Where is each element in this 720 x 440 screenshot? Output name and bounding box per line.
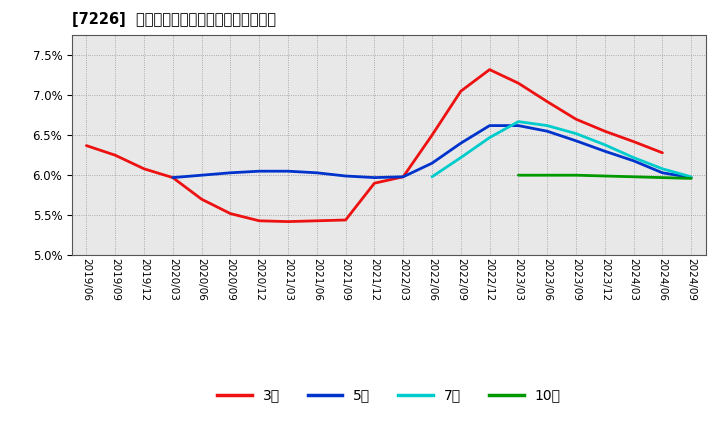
- Legend: 3年, 5年, 7年, 10年: 3年, 5年, 7年, 10年: [211, 383, 567, 408]
- 7年: [687, 174, 696, 180]
- 10年: [600, 173, 609, 179]
- 3年: [341, 217, 350, 223]
- 5年: [658, 170, 667, 176]
- Line: 7年: 7年: [432, 121, 691, 177]
- 10年: [658, 175, 667, 180]
- 5年: [341, 173, 350, 179]
- 5年: [428, 161, 436, 166]
- 5年: [370, 175, 379, 180]
- 7年: [456, 155, 465, 160]
- 3年: [284, 219, 292, 224]
- 5年: [255, 169, 264, 174]
- Line: 3年: 3年: [86, 70, 662, 222]
- 3年: [572, 117, 580, 122]
- 5年: [226, 170, 235, 176]
- 7年: [600, 142, 609, 147]
- 10年: [543, 172, 552, 178]
- 10年: [572, 172, 580, 178]
- 7年: [572, 131, 580, 136]
- 3年: [82, 143, 91, 148]
- Line: 5年: 5年: [173, 125, 691, 178]
- 5年: [312, 170, 321, 176]
- 3年: [312, 218, 321, 224]
- 3年: [600, 128, 609, 134]
- 7年: [543, 123, 552, 128]
- 7年: [629, 155, 638, 160]
- 7年: [428, 174, 436, 180]
- 3年: [514, 81, 523, 86]
- 3年: [111, 153, 120, 158]
- 3年: [226, 211, 235, 216]
- 3年: [140, 166, 148, 172]
- 5年: [485, 123, 494, 128]
- 5年: [284, 169, 292, 174]
- 3年: [485, 67, 494, 72]
- 5年: [168, 175, 177, 180]
- 5年: [543, 128, 552, 134]
- 5年: [572, 138, 580, 143]
- 3年: [399, 174, 408, 180]
- 3年: [658, 150, 667, 155]
- 3年: [456, 88, 465, 94]
- 10年: [514, 172, 523, 178]
- 3年: [197, 197, 206, 202]
- 10年: [687, 176, 696, 181]
- 5年: [456, 140, 465, 146]
- 5年: [399, 174, 408, 180]
- 10年: [629, 174, 638, 180]
- 5年: [629, 158, 638, 163]
- 3年: [168, 175, 177, 180]
- Line: 10年: 10年: [518, 175, 691, 178]
- 5年: [600, 149, 609, 154]
- 5年: [197, 172, 206, 178]
- 7年: [485, 135, 494, 140]
- 3年: [370, 180, 379, 186]
- 5年: [514, 123, 523, 128]
- Text: [7226]  当期純利益マージンの平均値の推移: [7226] 当期純利益マージンの平均値の推移: [72, 12, 276, 27]
- 7年: [658, 166, 667, 172]
- 3年: [428, 132, 436, 138]
- 7年: [514, 119, 523, 124]
- 5年: [687, 175, 696, 180]
- 3年: [543, 99, 552, 104]
- 3年: [629, 139, 638, 144]
- 3年: [255, 218, 264, 224]
